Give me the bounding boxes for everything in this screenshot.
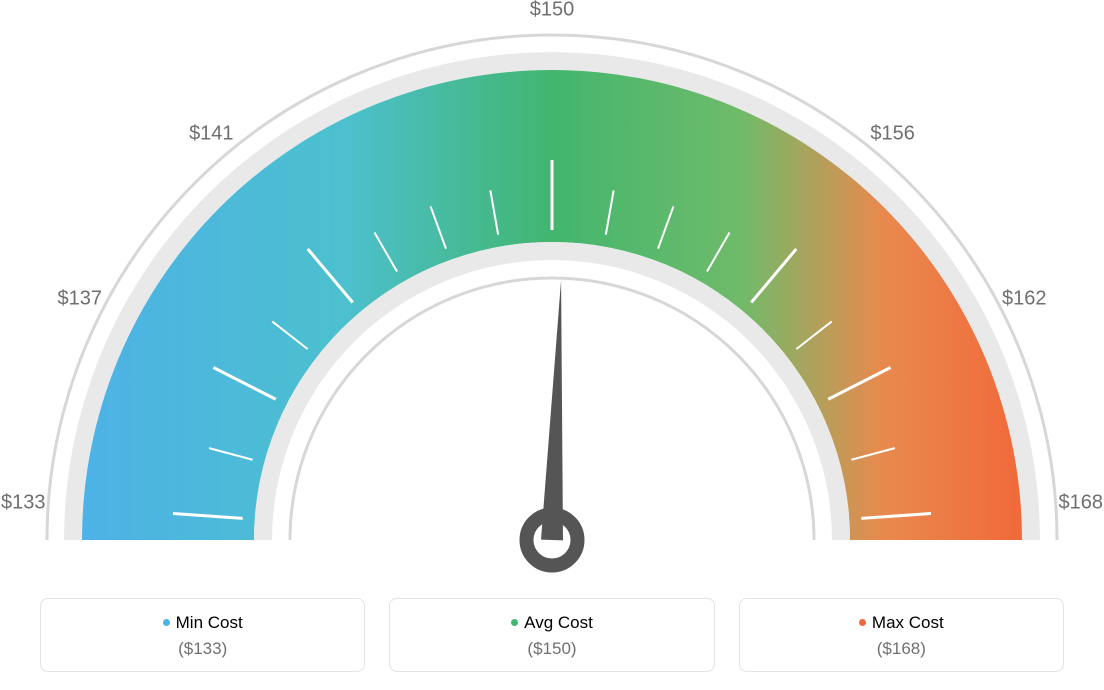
legend-avg-title: Avg Cost	[390, 613, 713, 633]
legend-min-label: Min Cost	[176, 613, 243, 632]
gauge-svg	[0, 0, 1104, 590]
legend-max-value: ($168)	[740, 639, 1063, 659]
gauge-area: $133 $137 $141 $150 $156 $162 $168	[0, 0, 1104, 590]
legend-card-min: Min Cost ($133)	[40, 598, 365, 672]
legend-min-value: ($133)	[41, 639, 364, 659]
legend-min-dot	[163, 619, 170, 626]
legend-max-label: Max Cost	[872, 613, 944, 632]
gauge-tick-label: $168	[1058, 492, 1103, 515]
legend-max-title: Max Cost	[740, 613, 1063, 633]
chart-container: $133 $137 $141 $150 $156 $162 $168 Min Cost ($…	[0, 0, 1104, 690]
legend-avg-dot	[511, 619, 518, 626]
gauge-tick-label: $133	[1, 492, 46, 515]
legend-card-max: Max Cost ($168)	[739, 598, 1064, 672]
legend-row: Min Cost ($133) Avg Cost ($150) Max Cost…	[40, 598, 1064, 672]
gauge-tick-label: $162	[1002, 288, 1047, 311]
gauge-tick-label: $137	[58, 288, 103, 311]
gauge-tick-label: $150	[530, 0, 575, 22]
gauge-tick-label: $141	[189, 122, 234, 145]
legend-avg-label: Avg Cost	[524, 613, 593, 632]
legend-card-avg: Avg Cost ($150)	[389, 598, 714, 672]
gauge-tick-label: $156	[870, 122, 915, 145]
legend-max-dot	[859, 619, 866, 626]
legend-min-title: Min Cost	[41, 613, 364, 633]
legend-avg-value: ($150)	[390, 639, 713, 659]
